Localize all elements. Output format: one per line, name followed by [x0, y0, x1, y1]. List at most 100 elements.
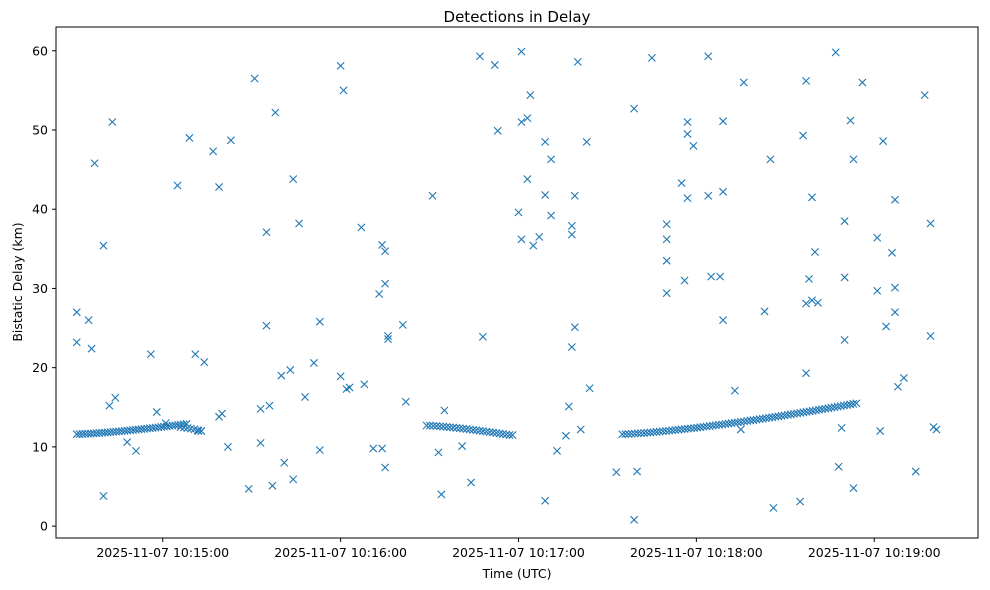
data-point-marker: [357, 223, 366, 232]
data-point-marker: [440, 406, 449, 415]
data-point-marker: [458, 442, 467, 451]
data-point-marker: [567, 221, 576, 230]
data-point-marker: [704, 191, 713, 200]
data-point-marker: [719, 117, 728, 126]
data-point-marker: [658, 427, 667, 436]
data-point-marker: [570, 191, 579, 200]
data-point-marker: [920, 91, 929, 100]
data-point-marker: [793, 409, 802, 418]
data-point-marker: [805, 407, 814, 416]
y-tick-label: 50: [32, 122, 48, 137]
data-point-marker: [736, 425, 745, 434]
data-point-marker: [849, 484, 858, 493]
data-point-marker: [105, 401, 114, 410]
data-point-marker: [439, 422, 448, 431]
data-point-marker: [704, 52, 713, 61]
data-point-marker: [840, 273, 849, 282]
data-point-marker: [280, 458, 289, 467]
y-tick-label: 60: [32, 43, 48, 58]
data-point-marker: [719, 316, 728, 325]
data-point-marker: [786, 410, 795, 419]
data-point-marker: [378, 240, 387, 249]
data-point-marker: [570, 323, 579, 332]
y-tick-label: 30: [32, 281, 48, 296]
data-point-marker: [630, 429, 639, 438]
data-point-marker: [462, 425, 471, 434]
data-point-marker: [573, 57, 582, 66]
data-point-marker: [802, 369, 811, 378]
data-point-marker: [445, 423, 454, 432]
data-point-marker: [194, 427, 203, 436]
data-point-marker: [442, 422, 451, 431]
data-point-marker: [873, 286, 882, 295]
data-point-marker: [425, 421, 434, 430]
data-point-marker: [730, 386, 739, 395]
x-tick-label: 2025-11-07 10:15:00: [96, 545, 229, 560]
data-point-marker: [179, 423, 188, 432]
data-point-marker: [777, 411, 786, 420]
data-point-marker: [244, 484, 253, 493]
data-point-marker: [564, 402, 573, 411]
data-point-marker: [827, 403, 836, 412]
data-point-marker: [769, 503, 778, 512]
data-point-marker: [265, 401, 274, 410]
data-point-marker: [846, 116, 855, 125]
data-point-marker: [492, 429, 501, 438]
data-point-marker: [485, 428, 494, 437]
data-point-marker: [719, 187, 728, 196]
data-point-marker: [541, 496, 550, 505]
data-point-marker: [547, 155, 556, 164]
data-point-marker: [478, 332, 487, 341]
data-point-marker: [780, 411, 789, 420]
data-point-marker: [123, 438, 132, 447]
data-point-marker: [428, 191, 437, 200]
data-point-marker: [802, 299, 811, 308]
data-point-marker: [360, 380, 369, 389]
data-point-marker: [774, 412, 783, 421]
data-point-marker: [209, 147, 218, 156]
data-point-marker: [818, 405, 827, 414]
data-point-marker: [369, 444, 378, 453]
data-point-marker: [926, 331, 935, 340]
data-point-marker: [768, 413, 777, 422]
y-tick-label: 10: [32, 439, 48, 454]
data-point-marker: [289, 175, 298, 184]
data-point-marker: [567, 230, 576, 239]
data-point-marker: [495, 429, 504, 438]
data-point-marker: [891, 308, 899, 317]
data-point-marker: [766, 155, 775, 164]
data-point-marker: [677, 179, 686, 188]
data-point-marker: [479, 427, 488, 436]
data-point-marker: [381, 463, 390, 472]
data-point-marker: [834, 462, 843, 471]
data-point-marker: [680, 276, 689, 285]
data-point-marker: [627, 429, 636, 438]
data-point-marker: [926, 219, 935, 228]
data-point-marker: [111, 393, 120, 402]
data-point-marker: [831, 48, 840, 57]
data-point-marker: [467, 478, 476, 487]
data-point-marker: [716, 272, 725, 281]
data-point-marker: [621, 430, 630, 439]
data-point-marker: [502, 430, 511, 439]
data-point-marker: [465, 425, 474, 434]
data-point-marker: [262, 228, 271, 237]
data-point-marker: [561, 431, 570, 440]
data-point-marker: [429, 421, 438, 430]
data-point-marker: [665, 426, 674, 435]
data-point-marker: [191, 350, 200, 359]
data-point-marker: [223, 442, 232, 451]
data-point-marker: [475, 52, 484, 61]
data-point-marker: [661, 427, 670, 435]
data-point-marker: [215, 183, 224, 192]
data-point-marker: [836, 402, 845, 411]
data-point-marker: [802, 76, 811, 85]
data-point-marker: [197, 427, 206, 436]
data-point-marker: [493, 126, 502, 135]
data-point-marker: [649, 428, 658, 437]
data-point-marker: [567, 343, 576, 352]
data-point-marker: [833, 402, 842, 411]
data-point-marker: [624, 429, 633, 438]
